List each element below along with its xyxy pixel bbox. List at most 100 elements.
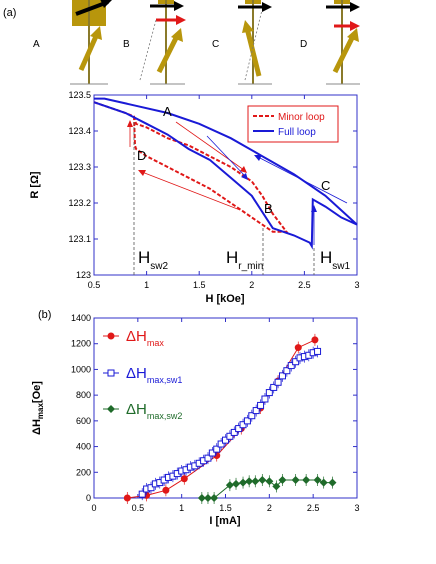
tick-label-y: 123.4 [68,126,91,136]
field-current-chart: 0 0.5 1 1.5 2 2.5 3 0 200 400 600 800 1000 1200 1400 Δ… [31,313,360,527]
axis-ticks-2: 0 0.5 1 1.5 2 2.5 3 0 200 400 600 800 1000 1200 1400 [71,313,360,513]
dhmax-sw2-point [291,476,300,484]
dhmax-point [311,336,319,344]
tick-label-y: 123.1 [68,234,91,244]
dhmax-sw1-point [226,432,234,440]
tick-label-y: 123.3 [68,162,91,172]
dhmax-sw1-point [217,440,225,448]
dhmax-sw2-point [319,478,328,487]
dhmax-sw2-point [265,477,274,486]
tick-label-x: 3 [354,280,359,290]
tick-label-2-x: 2.5 [307,503,320,513]
dhmax-sw1-point [252,407,260,415]
y-axis-label-2-tail: [Oe] [31,381,43,403]
dhmax-sw2-point [328,478,337,487]
dhmax-sw1-point [270,383,278,391]
direction-arrows [127,120,348,245]
hsw1-main: H [320,248,332,267]
axis-ticks: 0.5 1 1.5 2 2.5 3 123 123.1 123.2 123.3 123.4 123.5 [68,90,359,290]
schematic-label-a: A [33,39,40,50]
dhmax-sw1-point [147,484,155,492]
dhmax-sw1-point [314,347,322,355]
tick-label-2-y: 1400 [71,313,91,323]
hrmin-main: H [226,248,238,267]
schematic-state-b [139,0,186,85]
tick-label-y: 123.5 [68,90,91,100]
hrmin-label: Hr_min [226,248,263,272]
dhmax-sw1-point [204,454,212,462]
dhmax-sw1-point [222,436,229,444]
dhmax-sw1-point [265,389,273,397]
x-axis-label: H [kOe] [205,293,244,305]
hsw1-sub: sw1 [332,261,350,272]
free-layer-arrow [244,27,262,77]
legend-dhmaxsw1: ΔHmax,sw1 [126,365,182,385]
free-layer-arrow [332,34,356,74]
dhmax-sw1-point [235,425,243,433]
dhmax-sw2-point [258,476,267,484]
dhmax-sw1-point [243,417,251,425]
dhmax-sw1-point [208,449,216,457]
legend-dhmaxsw1-main: ΔH [126,365,147,382]
point-label-c: C [321,178,330,193]
tick-label-x: 2.5 [298,280,311,290]
schematic-label-d: D [300,39,307,50]
tick-label-2-y: 1200 [71,339,91,349]
dhmax-sw1-point [257,401,265,409]
data-series [93,97,358,250]
tick-label-x: 1 [144,280,149,290]
dhmax-point [180,475,188,483]
schematic-state-a [70,0,112,85]
schematic-label-c: C [212,39,219,50]
minor-loop-line [93,101,289,233]
full-loop-line [93,97,358,250]
tick-label-2-x: 1.5 [219,503,232,513]
free-layer-arrow [156,34,180,74]
legend-dhmaxsw2-main: ΔH [126,401,147,418]
dhmax-sw2-point [197,494,206,502]
dhmax-sw2-point [251,477,260,486]
dhmax-sw2-point [302,476,311,484]
y-axis-label-2-main: ΔH [31,419,43,435]
hsw2-main: H [138,248,150,267]
tick-label-y: 123 [76,270,91,280]
resistance-field-chart: 0.5 1 1.5 2 2.5 3 123 123.1 123.2 123.3 123.4 123.5… [29,90,360,305]
dhmax-sw1-point [278,372,286,380]
dhmax-point [123,494,131,502]
dhmax-sw1-point [287,362,295,370]
tick-label-2-x: 0.5 [132,503,145,513]
hrmin-sub: r_min [238,261,263,272]
y-axis-label-2: ΔHmax[Oe] [31,381,45,435]
tick-label-x: 1.5 [193,280,206,290]
tick-label-x: 2 [249,280,254,290]
tick-label-2-x: 3 [354,503,359,513]
dhmax-sw2-point [272,482,281,491]
dhmax-sw1-point [138,490,146,498]
dhmax-sw1-point [230,428,238,436]
dhmax-sw1-point [261,395,269,403]
tick-label-2-y: 1000 [71,364,91,374]
tick-label-x: 0.5 [88,280,101,290]
hsw2-label: Hsw2 [138,248,169,272]
legend-minor-loop: Minor loop [278,112,325,123]
legend-dhmaxsw1-sub: max,sw1 [147,375,183,385]
dhmax-sw2-point [245,477,254,486]
x-axis-label-2: I [mA] [209,515,241,527]
dhmax-point [162,486,170,494]
y-axis-label: R [Ω] [29,171,41,198]
legend-dhmaxsw2: ΔHmax,sw2 [126,401,182,421]
tick-label-2-x: 0 [91,503,96,513]
point-label-d: D [137,148,146,163]
schematic-label-b: B [123,39,130,50]
hsw1-label: Hsw1 [320,248,351,272]
hsw2-sub: sw2 [150,261,168,272]
dhmax-sw2-point [210,494,219,502]
free-layer-arrow [78,32,100,72]
dhmax-sw2-point [232,479,241,488]
dhmax-sw1-point [283,367,291,375]
tick-label-2-x: 2 [267,503,272,513]
dhmax-sw1-point [274,378,282,386]
dhmax-sw2-point [278,476,287,484]
dhmax-sw2-point [313,476,322,484]
